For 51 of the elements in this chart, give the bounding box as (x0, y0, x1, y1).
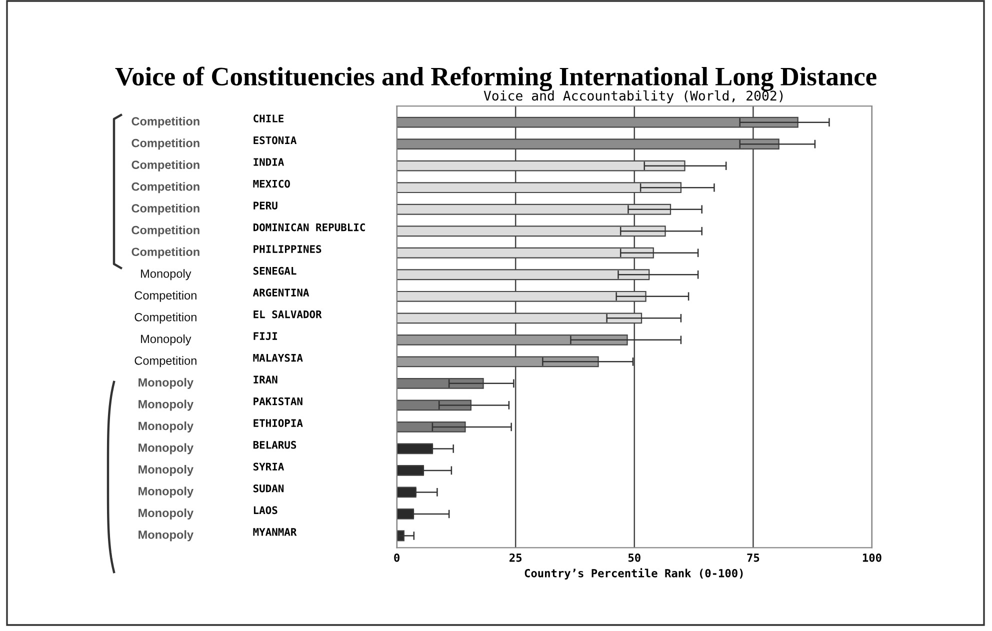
y-tick-label: MEXICO (253, 180, 290, 188)
text: Monopoly (138, 508, 194, 520)
y-tick-label: ESTONIA (254, 136, 297, 144)
y-tick-label: BELARUS (253, 440, 296, 449)
y-tick-label: DOMINICAN REPUBLIC (253, 223, 365, 232)
text: Monopoly (141, 334, 192, 346)
y-tick-label: MYANMAR (253, 528, 297, 536)
text: Competition (132, 138, 200, 150)
y-tick-label: EL SALVADOR (254, 310, 322, 318)
text: Monopoly (138, 443, 194, 454)
x-tick-label: 25 (510, 553, 522, 562)
y-tick-label: LAOS (254, 506, 278, 514)
y-tick-label: SYRIA (253, 462, 284, 471)
x-tick-label: 50 (628, 553, 640, 562)
y-tick-label: FIJI (254, 332, 278, 340)
y-tick-label: SENEGAL (253, 266, 296, 275)
text: Monopoly (138, 400, 194, 411)
text: Monopoly (138, 421, 194, 432)
text: Monopoly (138, 464, 194, 476)
y-tick-label: MALAYSIA (253, 354, 303, 362)
text: Competition (134, 312, 196, 324)
x-tick-label: 100 (862, 553, 882, 562)
y-tick-label: ETHIOPIA (254, 419, 303, 428)
y-tick-label: SUDAN (253, 484, 284, 492)
text: Competition (132, 226, 200, 237)
y-tick-label: IRAN (254, 376, 278, 384)
bar (396, 421, 466, 432)
x-tick-label: 75 (747, 554, 760, 562)
bar (396, 378, 484, 389)
chart-subtitle: Voice and Accountability (World, 2002) (484, 90, 783, 104)
y-tick-label: INDIA (254, 158, 284, 166)
text: Monopoly (141, 269, 192, 280)
y-tick-label: PAKISTAN (254, 397, 302, 406)
text: Competition (134, 290, 196, 302)
x-tick-label: 0 (394, 553, 400, 562)
y-tick-label: PERU (254, 202, 278, 210)
text: Competition (134, 356, 196, 368)
y-tick-label: ARGENTINA (252, 288, 310, 296)
chart-title: Voice of Constituencies and Reforming International Long Distance (115, 66, 876, 92)
y-tick-label: PHILIPPINES (254, 245, 322, 253)
bar (396, 400, 472, 411)
text: Competition (132, 182, 200, 194)
text: Competition (132, 247, 200, 258)
text: Competition (132, 116, 200, 128)
text: Monopoly (138, 530, 194, 542)
text: Monopoly (138, 378, 194, 389)
text: Monopoly (138, 486, 194, 498)
x-axis-title: Country’s Percentile Rank (0-100) (524, 568, 743, 580)
text: Competition (132, 160, 200, 172)
y-tick-label: CHILE (254, 114, 284, 122)
text: Competition (132, 204, 200, 215)
